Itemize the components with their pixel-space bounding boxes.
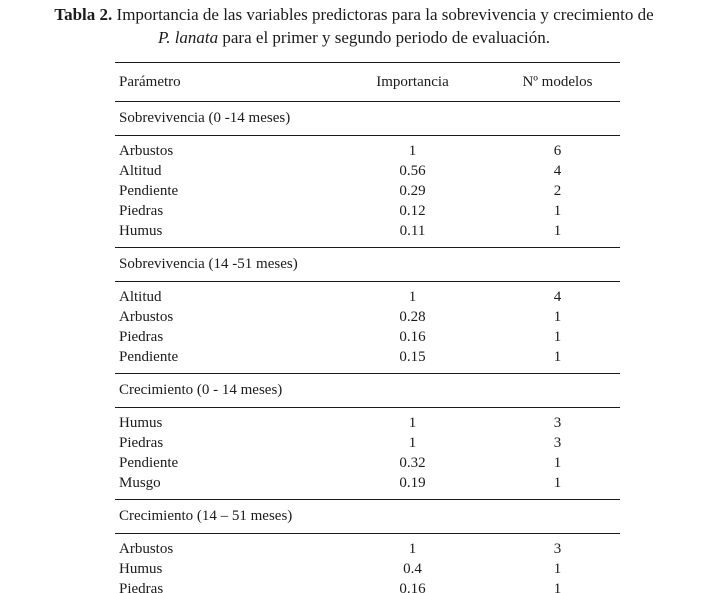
table-row: Altitud 0.56 4 bbox=[115, 161, 620, 181]
models-cell: 3 bbox=[553, 541, 562, 557]
table-row: Piedras 0.12 1 bbox=[115, 201, 620, 221]
param-cell: Altitud bbox=[119, 163, 162, 179]
param-cell: Arbustos bbox=[119, 541, 174, 557]
header-row: Parámetro Importancia Nº modelos bbox=[115, 62, 620, 102]
importance-cell: 0.16 bbox=[399, 329, 426, 345]
importance-cell: 0.16 bbox=[399, 581, 426, 593]
table-section-head: Sobrevivencia (14 -51 meses) bbox=[115, 248, 620, 282]
models-cell: 1 bbox=[553, 455, 562, 471]
table-row: Pendiente 0.15 1 bbox=[115, 347, 620, 374]
importance-cell: 1 bbox=[408, 289, 417, 305]
importance-cell: 1 bbox=[408, 435, 417, 451]
param-cell: Arbustos bbox=[119, 309, 174, 325]
models-cell: 1 bbox=[553, 475, 562, 491]
table-row: Humus 0.4 1 bbox=[115, 559, 620, 579]
param-cell: Piedras bbox=[119, 203, 164, 219]
species-name: P. lanata bbox=[158, 28, 219, 47]
importance-cell: 0.56 bbox=[399, 163, 426, 179]
importance-cell: 0.4 bbox=[403, 561, 422, 577]
param-cell: Piedras bbox=[119, 581, 164, 593]
importance-cell: 1 bbox=[408, 415, 417, 431]
param-cell: Pendiente bbox=[119, 349, 179, 365]
models-cell: 6 bbox=[553, 143, 562, 159]
table-header: Parámetro Importancia Nº modelos bbox=[115, 62, 620, 102]
models-cell: 3 bbox=[553, 435, 562, 451]
table-row: Piedras 0.16 1 bbox=[115, 579, 620, 593]
section-title: Sobrevivencia (0 -14 meses) bbox=[119, 110, 291, 126]
table-section-data: Arbustos 1 6 Altitud 0.56 4 Pendiente 0.29 2 Pied… bbox=[115, 136, 620, 248]
table-section-head: Sobrevivencia (0 -14 meses) bbox=[115, 102, 620, 136]
importance-cell: 0.15 bbox=[399, 349, 426, 365]
models-cell: 4 bbox=[553, 163, 562, 179]
column-header-modelos: Nº modelos bbox=[522, 74, 593, 90]
table-section-data: Humus 1 3 Piedras 1 3 Pendiente 0.32 1 Musgo 0.19 1 bbox=[115, 408, 620, 500]
importance-cell: 0.12 bbox=[399, 203, 426, 219]
models-cell: 1 bbox=[553, 309, 562, 325]
table-row: Musgo 0.19 1 bbox=[115, 473, 620, 500]
importance-cell: 1 bbox=[408, 143, 417, 159]
table-row: Pendiente 0.32 1 bbox=[115, 453, 620, 473]
column-header-importancia: Importancia bbox=[376, 74, 449, 90]
table-row: Arbustos 1 6 bbox=[115, 136, 620, 162]
table-row: Altitud 1 4 bbox=[115, 282, 620, 308]
caption-label: Tabla 2. bbox=[54, 5, 113, 24]
caption-text-line2: para el primer y segundo periodo de eval… bbox=[222, 28, 550, 47]
table-row: Humus 1 3 bbox=[115, 408, 620, 434]
param-cell: Pendiente bbox=[119, 455, 179, 471]
table-section-data: Arbustos 1 3 Humus 0.4 1 Piedras 0.16 1 bbox=[115, 534, 620, 593]
param-cell: Altitud bbox=[119, 289, 162, 305]
models-cell: 1 bbox=[553, 349, 562, 365]
param-cell: Piedras bbox=[119, 435, 164, 451]
param-cell: Musgo bbox=[119, 475, 161, 491]
section-title: Crecimiento (0 - 14 meses) bbox=[119, 382, 283, 398]
models-cell: 1 bbox=[553, 329, 562, 345]
param-cell: Arbustos bbox=[119, 143, 174, 159]
section-title: Crecimiento (14 – 51 meses) bbox=[119, 508, 293, 524]
caption-text-line1: Importancia de las variables predictoras… bbox=[116, 5, 654, 24]
importance-cell: 0.28 bbox=[399, 309, 426, 325]
table-row: Arbustos 0.28 1 bbox=[115, 307, 620, 327]
importance-cell: 0.29 bbox=[399, 183, 426, 199]
models-cell: 2 bbox=[553, 183, 562, 199]
table-row: Piedras 0.16 1 bbox=[115, 327, 620, 347]
models-cell: 1 bbox=[553, 203, 562, 219]
table-row: Arbustos 1 3 bbox=[115, 534, 620, 560]
models-cell: 4 bbox=[553, 289, 562, 305]
table-section-head: Crecimiento (14 – 51 meses) bbox=[115, 500, 620, 534]
importance-cell: 0.19 bbox=[399, 475, 426, 491]
table-section-head: Crecimiento (0 - 14 meses) bbox=[115, 374, 620, 408]
table-section-data: Altitud 1 4 Arbustos 0.28 1 Piedras 0.16 1 Pendie… bbox=[115, 282, 620, 374]
table-row: Humus 0.11 1 bbox=[115, 221, 620, 248]
table-caption: Tabla 2. Importancia de las variables pr… bbox=[0, 0, 708, 49]
models-cell: 1 bbox=[553, 561, 562, 577]
models-cell: 1 bbox=[553, 581, 562, 593]
section-title: Sobrevivencia (14 -51 meses) bbox=[119, 256, 298, 272]
models-cell: 1 bbox=[553, 223, 562, 239]
param-cell: Humus bbox=[119, 415, 163, 431]
models-cell: 3 bbox=[553, 415, 562, 431]
column-header-parametro: Parámetro bbox=[119, 74, 181, 90]
importance-table: Parámetro Importancia Nº modelos Sobrevi… bbox=[115, 62, 620, 593]
param-cell: Humus bbox=[119, 223, 163, 239]
param-cell: Piedras bbox=[119, 329, 164, 345]
importance-cell: 1 bbox=[408, 541, 417, 557]
table-row: Pendiente 0.29 2 bbox=[115, 181, 620, 201]
param-cell: Humus bbox=[119, 561, 163, 577]
importance-cell: 0.11 bbox=[399, 223, 426, 239]
importance-cell: 0.32 bbox=[399, 455, 426, 471]
table-row: Piedras 1 3 bbox=[115, 433, 620, 453]
param-cell: Pendiente bbox=[119, 183, 179, 199]
